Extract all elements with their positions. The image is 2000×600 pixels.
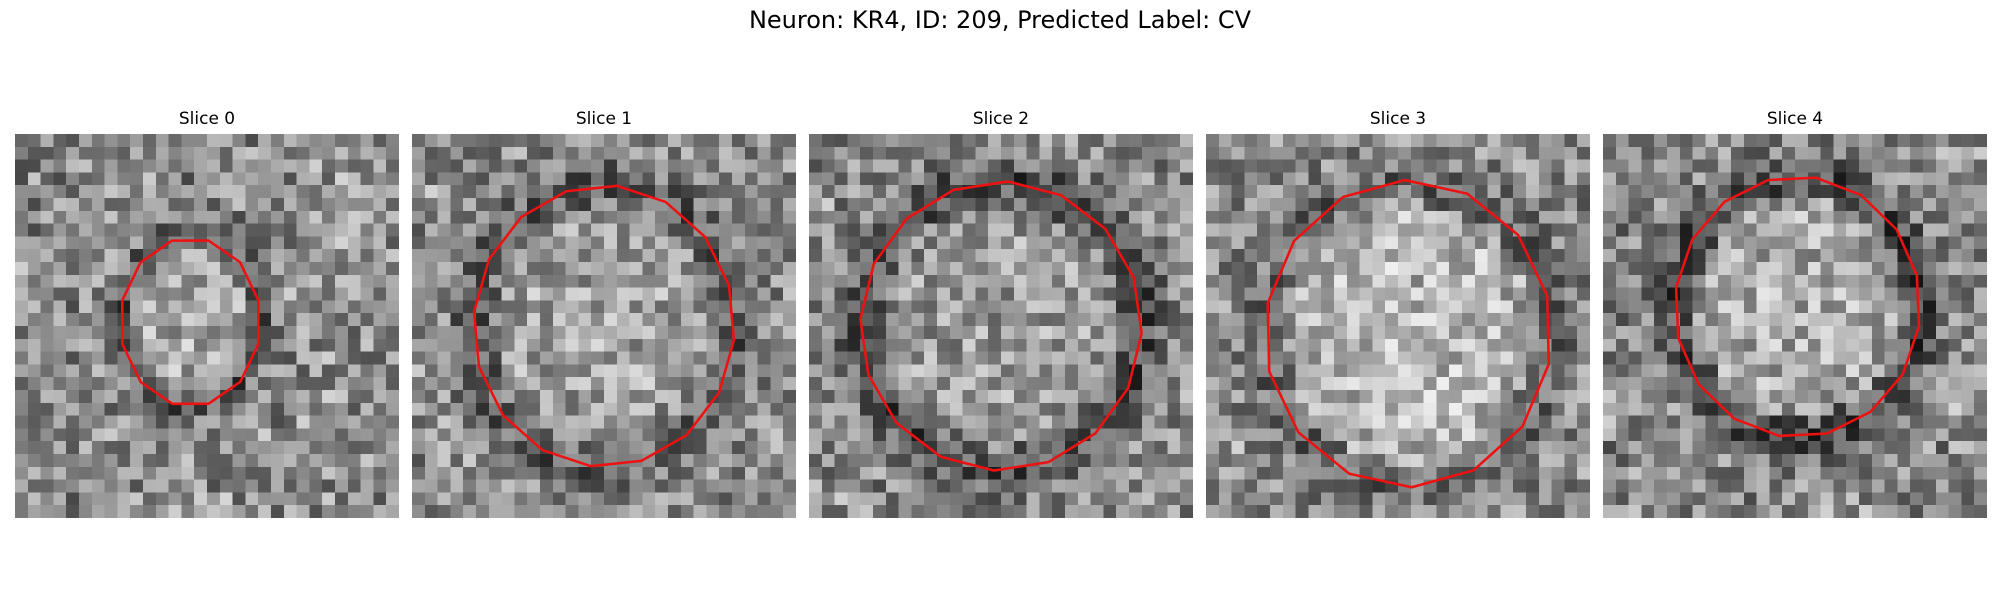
slice-panel-1: Slice 1 [412, 108, 796, 518]
contour-outline-3 [1266, 178, 1551, 489]
slice-image-1 [412, 134, 796, 518]
slice-panel-0: Slice 0 [15, 108, 399, 518]
slice-title-4: Slice 4 [1766, 109, 1824, 129]
contour-outline-4 [1674, 176, 1921, 438]
slice-image-0 [15, 134, 399, 518]
slice-title-3: Slice 3 [1369, 109, 1427, 129]
slice-panel-2: Slice 2 [809, 108, 1193, 518]
slice-image-2 [809, 134, 1193, 518]
slice-title-0: Slice 0 [178, 109, 236, 129]
contour-outline-0 [120, 239, 260, 406]
contour-outline-1 [472, 184, 736, 468]
slice-title-2: Slice 2 [972, 109, 1030, 129]
slice-panel-4: Slice 4 [1603, 108, 1987, 518]
slice-image-4 [1603, 134, 1987, 518]
slice-image-3 [1206, 134, 1590, 518]
slice-panel-3: Slice 3 [1206, 108, 1590, 518]
slice-title-1: Slice 1 [575, 109, 633, 129]
contour-outline-2 [859, 180, 1143, 472]
figure-title: Neuron: KR4, ID: 209, Predicted Label: C… [748, 6, 1252, 34]
